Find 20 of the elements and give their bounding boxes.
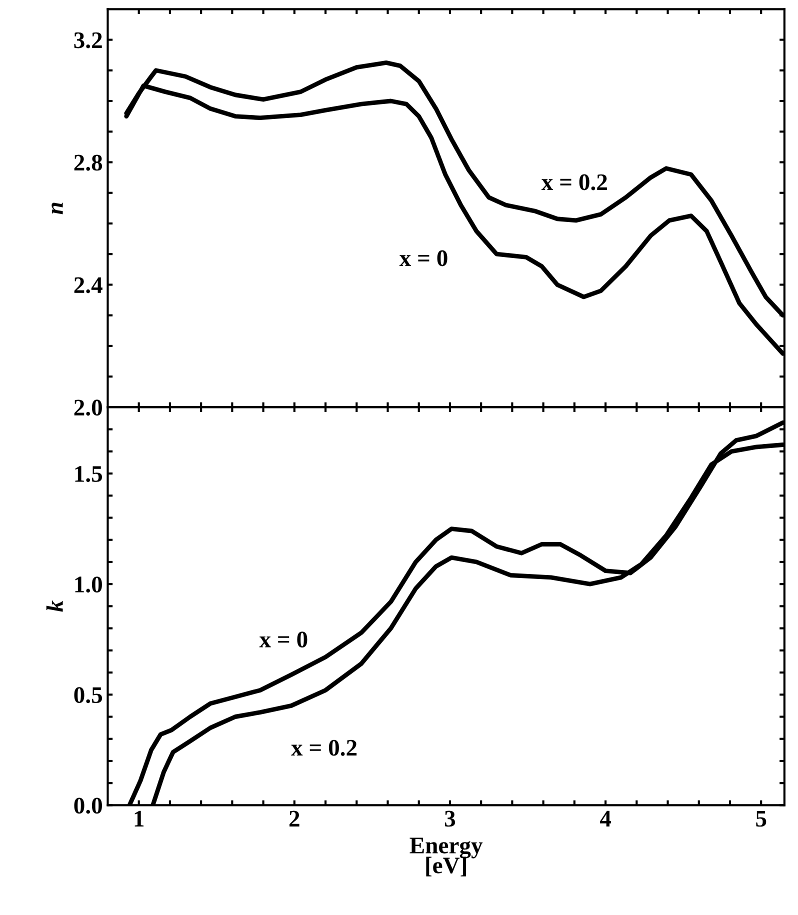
series-label: x = 0	[259, 632, 308, 648]
y-tick-label: 2.4	[74, 277, 102, 294]
series-label: x = 0	[399, 250, 448, 266]
y-tick-label: 1.5	[75, 466, 102, 482]
y-axis-title: k	[46, 600, 63, 612]
x-axis-title: Energy [eV]	[410, 838, 483, 876]
series-label: x = 0.2	[541, 174, 607, 190]
y-axis-title: n	[52, 202, 63, 214]
y-tick-label: 2.8	[74, 154, 102, 171]
y-tick-label: 0.5	[74, 687, 102, 704]
y-tick-label: 2.0	[74, 400, 102, 416]
x-tick-label: 5	[756, 810, 766, 827]
y-tick-label: 0.0	[74, 798, 102, 814]
x-tick-label: 1	[134, 810, 144, 826]
x-tick-label: 2	[289, 810, 300, 826]
y-tick-label: 3.2	[74, 32, 102, 48]
series-label: x = 0.2	[291, 740, 357, 756]
x-tick-label: 3	[444, 810, 456, 827]
y-tick-label: 1.0	[75, 576, 102, 593]
x-tick-label: 4	[600, 810, 611, 826]
